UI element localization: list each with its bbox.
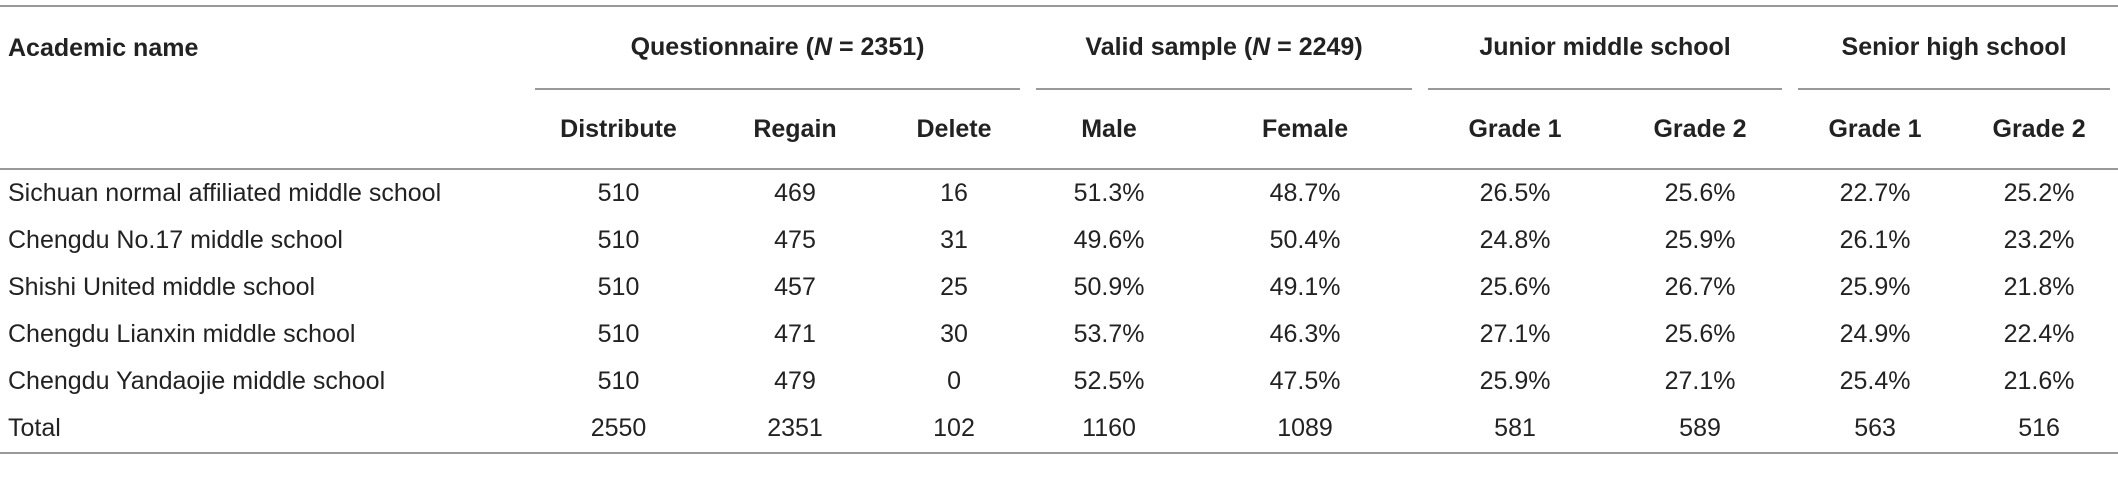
table-row: Chengdu No.17 middle school 510 475 31 49.6%… <box>0 217 2118 264</box>
cell: 475 <box>774 226 816 254</box>
cell: 31 <box>940 226 968 254</box>
cell: 26.7% <box>1664 273 1736 301</box>
cell: 27.1% <box>1479 320 1551 348</box>
column-header: Grade 1 <box>1828 114 1922 143</box>
column-header-row: Distribute Regain Delete Male Female Grade 1 G… <box>0 90 2118 169</box>
cell: 27.1% <box>1664 367 1736 395</box>
page: Academic name Questionnaire (N = 2351) Va… <box>0 5 2118 477</box>
group-header-row: Academic name Questionnaire (N = 2351) Va… <box>0 6 2118 90</box>
row-name: Chengdu No.17 middle school <box>8 226 343 254</box>
cell: 510 <box>597 320 640 348</box>
cell: 581 <box>1420 405 1611 454</box>
cell: 46.3% <box>1269 320 1341 348</box>
cell: 21.8% <box>2003 273 2075 301</box>
group-label-part: = 2249) <box>1270 33 1363 61</box>
group-header: Valid sample (N = 2249) <box>1028 6 1420 90</box>
cell: 2550 <box>527 405 710 454</box>
cell: 47.5% <box>1269 367 1341 395</box>
cell: 510 <box>597 273 640 301</box>
cell: 48.7% <box>1269 179 1341 207</box>
table-row: Chengdu Yandaojie middle school 510 479 0 52… <box>0 358 2118 405</box>
cell: 53.7% <box>1073 320 1145 348</box>
table-row: Sichuan normal affiliated middle school 5… <box>0 169 2118 217</box>
column-header: Regain <box>753 114 837 143</box>
cell: 25.9% <box>1839 273 1911 301</box>
cell: 25.6% <box>1664 320 1736 348</box>
group-label: Senior high school <box>1798 7 2111 90</box>
cell: 22.7% <box>1839 179 1911 207</box>
cell: 510 <box>597 226 640 254</box>
column-header: Grade 1 <box>1468 114 1562 143</box>
column-header: Delete <box>916 114 992 143</box>
cell: 25.6% <box>1479 273 1551 301</box>
cell: 516 <box>1960 405 2118 454</box>
cell: 510 <box>597 367 640 395</box>
cell: 23.2% <box>2003 226 2075 254</box>
spacer <box>0 90 527 169</box>
cell: 21.6% <box>2003 367 2075 395</box>
group-label-part: = 2351) <box>832 33 925 61</box>
group-header: Questionnaire (N = 2351) <box>527 6 1028 90</box>
cell: 469 <box>774 179 816 207</box>
cell: 479 <box>774 367 816 395</box>
column-header: Distribute <box>560 114 677 143</box>
cell: 563 <box>1790 405 1961 454</box>
group-label-part: Valid sample ( <box>1085 33 1253 61</box>
cell: 25.6% <box>1664 179 1736 207</box>
cell: 589 <box>1610 405 1791 454</box>
row-name: Sichuan normal affiliated middle school <box>8 179 442 207</box>
group-label-part: N <box>1252 33 1271 61</box>
cell: 22.4% <box>2003 320 2075 348</box>
cell: 26.1% <box>1839 226 1911 254</box>
cell: 25.2% <box>2003 179 2075 207</box>
group-label-part: N <box>813 33 833 61</box>
cell: 2351 <box>710 405 880 454</box>
cell: 49.1% <box>1269 273 1341 301</box>
cell: 25.4% <box>1839 367 1911 395</box>
table-row: Chengdu Lianxin middle school 510 471 30 53.… <box>0 311 2118 358</box>
group-label-part: Junior middle school <box>1479 33 1731 61</box>
row-name: Chengdu Lianxin middle school <box>8 320 356 348</box>
cell: 25.9% <box>1664 226 1736 254</box>
cell: 24.9% <box>1839 320 1911 348</box>
cell: 0 <box>947 367 961 395</box>
cell: 24.8% <box>1479 226 1551 254</box>
row-name: Shishi United middle school <box>8 273 316 301</box>
group-label-part: Senior high school <box>1841 33 2067 61</box>
table-row: Total 2550 2351 102 1160 1089 581 589 563 516 <box>0 405 2118 454</box>
group-label: Junior middle school <box>1428 7 1783 90</box>
cell: 1160 <box>1028 405 1191 454</box>
row-name: Total <box>0 405 527 454</box>
group-header: Senior high school <box>1790 6 2118 90</box>
cell: 25 <box>940 273 968 301</box>
group-label: Valid sample (N = 2249) <box>1036 7 1413 90</box>
group-header: Junior middle school <box>1420 6 1790 90</box>
cell: 50.9% <box>1073 273 1145 301</box>
cell: 1089 <box>1190 405 1421 454</box>
group-label: Questionnaire (N = 2351) <box>535 7 1021 90</box>
corner-header: Academic name <box>8 34 199 62</box>
group-label-part: Questionnaire ( <box>630 33 814 61</box>
table-row: Shishi United middle school 510 457 25 50.9%… <box>0 264 2118 311</box>
cell: 25.9% <box>1479 367 1551 395</box>
cell: 30 <box>940 320 968 348</box>
cell: 102 <box>880 405 1029 454</box>
column-header: Grade 2 <box>1653 114 1747 143</box>
column-header: Female <box>1261 114 1349 143</box>
row-name: Chengdu Yandaojie middle school <box>8 367 386 395</box>
cell: 50.4% <box>1269 226 1341 254</box>
cell: 49.6% <box>1073 226 1145 254</box>
column-header: Male <box>1081 114 1137 143</box>
cell: 51.3% <box>1073 179 1145 207</box>
cell: 52.5% <box>1073 367 1145 395</box>
cell: 26.5% <box>1479 179 1551 207</box>
cell: 471 <box>774 320 816 348</box>
cell: 16 <box>940 179 968 207</box>
data-table: Academic name Questionnaire (N = 2351) Va… <box>0 5 2118 454</box>
cell: 510 <box>597 179 640 207</box>
column-header: Grade 2 <box>1992 114 2086 143</box>
cell: 457 <box>774 273 816 301</box>
